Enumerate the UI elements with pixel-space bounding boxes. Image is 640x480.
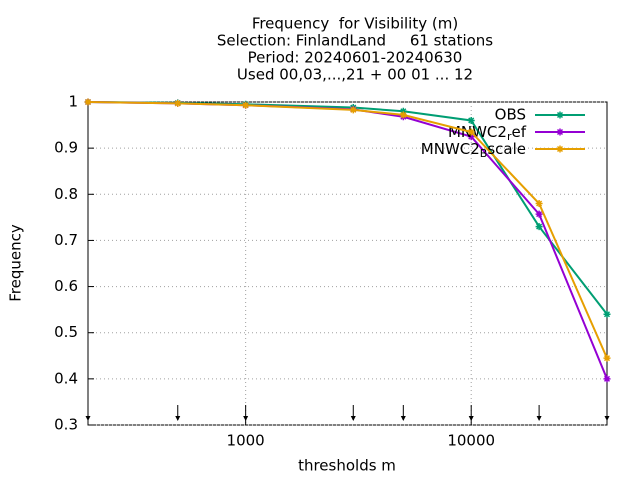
y-tick-label: 0.7 <box>54 231 78 249</box>
point <box>399 111 407 119</box>
y-tick-label: 0.5 <box>54 323 78 341</box>
plot-frame <box>87 101 608 426</box>
legend-point <box>556 145 564 153</box>
y-tick-label: 1 <box>68 93 78 111</box>
point <box>603 354 611 362</box>
x-tick-label: 10000 <box>447 432 495 450</box>
chart-title: Frequency for Visibility (m) <box>252 15 458 33</box>
point <box>603 310 611 318</box>
y-axis-label: Frequency <box>7 224 25 302</box>
point <box>467 133 475 141</box>
chart-title: Period: 20240601-20240630 <box>248 49 463 67</box>
threshold-arrow <box>175 416 181 421</box>
series-line <box>87 101 608 380</box>
x-axis-label: thresholds m <box>298 457 396 475</box>
legend-point <box>556 128 564 136</box>
y-tick-label: 0.9 <box>54 139 78 157</box>
point <box>535 210 543 218</box>
legend-label: MNWC2Bscale <box>421 140 526 161</box>
threshold-arrow <box>468 416 474 421</box>
chart-title: Used 00,03,...,21 + 00 01 ... 12 <box>237 66 473 84</box>
point <box>603 375 611 383</box>
threshold-arrow <box>350 416 356 421</box>
series-line <box>87 101 608 315</box>
y-tick-label: 0.8 <box>54 185 78 203</box>
point <box>535 223 543 231</box>
point <box>399 107 407 115</box>
threshold-arrow <box>536 416 542 421</box>
chart-title: Selection: FinlandLand 61 stations <box>217 32 493 50</box>
y-tick-label: 0.6 <box>54 277 78 295</box>
point <box>174 99 182 107</box>
threshold-arrow <box>400 416 406 421</box>
legend-label: MNWC2ref <box>448 123 527 144</box>
threshold-arrow <box>243 416 249 421</box>
legend-point <box>556 111 564 119</box>
legend-label: OBS <box>495 106 526 124</box>
point <box>349 106 357 114</box>
series-line <box>87 101 608 359</box>
y-tick-label: 0.4 <box>54 369 78 387</box>
point <box>467 128 475 136</box>
x-tick-label: 1000 <box>227 432 265 450</box>
point <box>535 200 543 208</box>
threshold-arrow <box>604 416 610 421</box>
threshold-arrow <box>85 416 91 421</box>
point <box>84 98 92 106</box>
point <box>467 116 475 124</box>
point <box>242 101 250 109</box>
y-tick-label: 0.3 <box>54 416 78 434</box>
